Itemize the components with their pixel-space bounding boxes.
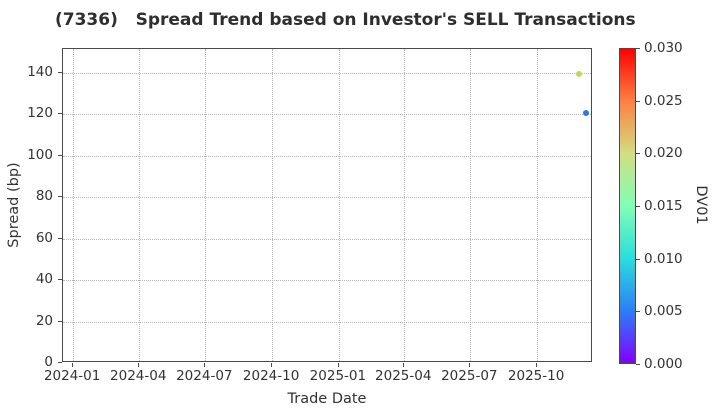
h-gridline: [63, 321, 591, 323]
h-gridline: [63, 73, 591, 75]
x-tick-mark: [138, 363, 140, 367]
v-gridline: [205, 49, 207, 361]
x-tick-mark: [204, 363, 206, 367]
h-gridline: [63, 155, 591, 157]
h-gridline: [63, 238, 591, 240]
x-axis-label: Trade Date: [287, 391, 367, 407]
y-tick-mark: [58, 113, 62, 115]
colorbar-tick-label: 0.025: [644, 92, 683, 109]
y-tick-label: 120: [27, 105, 53, 122]
v-gridline: [139, 49, 141, 361]
y-tick-label: 0: [44, 354, 53, 370]
plot-area: [62, 48, 592, 362]
y-tick-mark: [58, 362, 62, 363]
x-tick-label: 2025-10: [507, 368, 565, 384]
colorbar-tick-label: 0.015: [644, 198, 683, 214]
colorbar-tick-label: 0.020: [644, 145, 683, 162]
colorbar-tick-mark: [636, 311, 640, 313]
y-tick-label: 100: [27, 146, 53, 163]
scatter-point: [583, 110, 590, 117]
colorbar-tick-mark: [636, 206, 640, 207]
colorbar-tick-mark: [636, 153, 640, 155]
x-tick-label: 2025-01: [309, 368, 367, 384]
v-gridline: [73, 49, 75, 361]
y-tick-mark: [58, 196, 62, 198]
y-tick-label: 40: [35, 271, 53, 288]
h-gridline: [63, 280, 591, 282]
x-tick-label: 2025-04: [375, 368, 432, 384]
y-tick-label: 60: [35, 229, 53, 246]
y-tick-mark: [58, 154, 62, 156]
colorbar-label: DV01: [693, 185, 709, 225]
colorbar-tick-mark: [636, 364, 640, 365]
y-tick-mark: [58, 72, 62, 74]
y-tick-mark: [58, 279, 62, 281]
colorbar-tick-mark: [636, 48, 640, 49]
colorbar-tick-label: 0.010: [644, 250, 683, 267]
v-gridline: [537, 49, 539, 361]
v-gridline: [470, 49, 472, 361]
x-tick-mark: [337, 363, 339, 367]
x-tick-label: 2024-04: [110, 368, 167, 384]
colorbar-tick-label: 0.005: [644, 303, 683, 320]
colorbar-tick-label: 0.030: [644, 40, 683, 56]
y-tick-label: 80: [35, 188, 53, 205]
v-gridline: [338, 49, 340, 361]
x-tick-mark: [469, 363, 471, 367]
v-gridline: [404, 49, 406, 361]
y-tick-mark: [58, 320, 62, 322]
x-tick-label: 2024-10: [242, 368, 300, 384]
colorbar-tick-label: 0.000: [644, 356, 683, 372]
y-tick-mark: [58, 237, 62, 239]
h-gridline: [63, 114, 591, 116]
x-tick-mark: [536, 363, 538, 367]
v-gridline: [272, 49, 274, 361]
colorbar-tick-mark: [636, 258, 640, 260]
y-tick-label: 140: [27, 64, 53, 81]
chart-title: (7336) Spread Trend based on Investor's …: [55, 10, 636, 30]
y-tick-label: 20: [35, 312, 53, 329]
x-tick-label: 2024-07: [176, 368, 233, 384]
scatter-point: [576, 71, 583, 78]
colorbar-tick-mark: [636, 100, 640, 102]
x-tick-mark: [403, 363, 405, 367]
x-tick-label: 2025-07: [441, 368, 498, 384]
x-tick-label: 2024-01: [43, 368, 101, 384]
colorbar: [619, 48, 636, 364]
h-gridline: [63, 197, 591, 199]
x-tick-mark: [72, 363, 74, 367]
x-tick-mark: [271, 363, 273, 367]
